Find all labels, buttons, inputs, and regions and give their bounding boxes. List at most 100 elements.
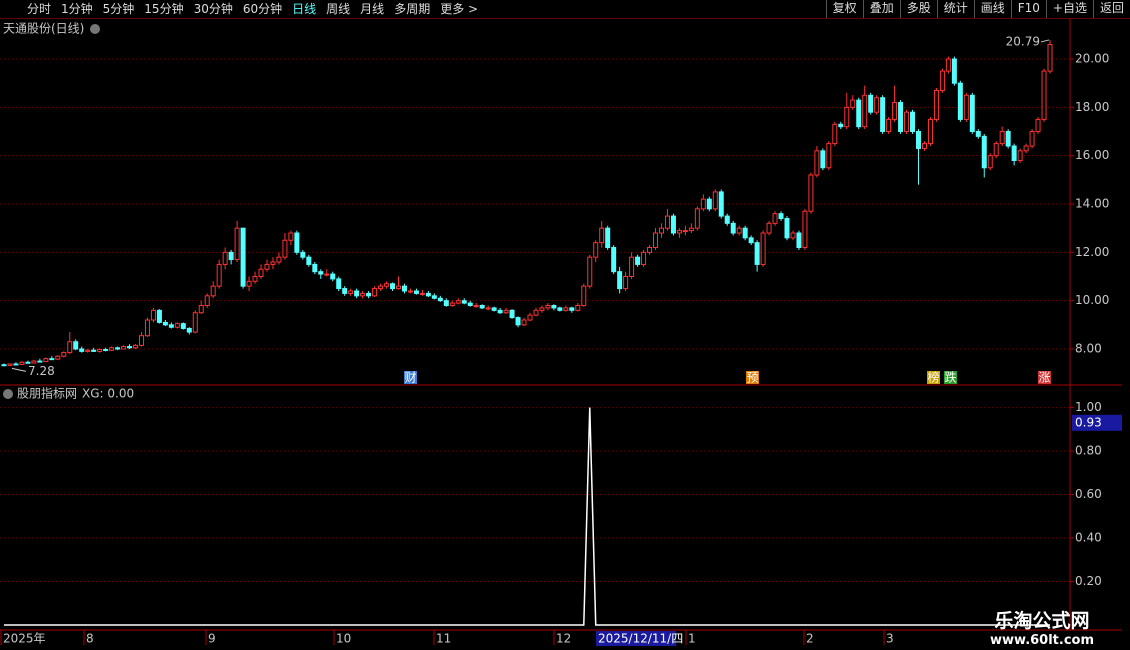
candle-body xyxy=(969,94,975,133)
candle-body xyxy=(240,227,246,287)
candle-body xyxy=(216,263,222,287)
candle-body xyxy=(682,230,688,233)
candle-body xyxy=(246,280,252,287)
candle-body xyxy=(844,106,850,128)
candle-body xyxy=(539,307,545,311)
marker-box xyxy=(927,371,940,384)
marker-box xyxy=(746,371,759,384)
marker-box xyxy=(944,371,957,384)
y-tick-label: 0.40 xyxy=(1075,531,1102,545)
candle-body xyxy=(623,276,629,290)
candle-body xyxy=(25,361,31,364)
marker-label: 财 xyxy=(404,371,416,385)
candle-body xyxy=(748,237,754,244)
candle-body xyxy=(138,335,144,346)
candle-body xyxy=(635,256,641,265)
y-tick-label: 1.00 xyxy=(1075,400,1102,414)
period-tab[interactable]: 更多 > xyxy=(440,2,479,16)
marker-box xyxy=(1038,371,1051,384)
tool-button[interactable]: 多股 xyxy=(899,0,937,18)
candle-body xyxy=(324,273,330,276)
title-icon xyxy=(90,24,100,34)
candle-body xyxy=(581,285,587,306)
candle-body xyxy=(366,292,372,297)
candle-body xyxy=(1,364,7,367)
tool-button[interactable]: 返回 xyxy=(1092,0,1130,18)
period-tab[interactable]: 30分钟 xyxy=(193,2,233,16)
candle-body xyxy=(802,210,808,249)
y-tick-label: 20.00 xyxy=(1075,52,1109,66)
indicator-readout: XG: 0.00 xyxy=(82,387,134,401)
period-tab[interactable]: 15分钟 xyxy=(144,2,184,16)
candle-body xyxy=(276,256,282,263)
candle-body xyxy=(790,232,796,239)
tool-button[interactable]: F10 xyxy=(1010,0,1046,18)
candle-body xyxy=(563,307,569,311)
candle-body xyxy=(886,118,892,133)
y-tick-label: 14.00 xyxy=(1075,197,1109,211)
candle-body xyxy=(957,82,963,120)
candle-body xyxy=(927,118,933,145)
candle-body xyxy=(79,348,85,352)
candle-body xyxy=(503,309,509,314)
period-tab[interactable]: 多周期 xyxy=(394,2,431,16)
candle-body xyxy=(892,102,898,120)
candle-body xyxy=(174,323,180,328)
period-tab[interactable]: 日线 xyxy=(292,2,317,16)
indicator-line xyxy=(4,407,1050,626)
candle-body xyxy=(527,314,533,321)
candle-body xyxy=(975,131,981,137)
candle-body xyxy=(204,295,210,306)
candle-body xyxy=(384,283,390,287)
min-label: 7.28 xyxy=(28,364,55,378)
candle-body xyxy=(868,94,874,113)
period-tab[interactable]: 60分钟 xyxy=(242,2,283,16)
candle-body xyxy=(127,346,133,349)
candle-body xyxy=(688,227,694,232)
y-tick-label: 16.00 xyxy=(1075,148,1109,162)
candle-body xyxy=(1041,70,1047,120)
candle-body xyxy=(318,271,324,275)
candle-body xyxy=(109,347,115,351)
candle-body xyxy=(874,97,880,113)
date-label: 12 xyxy=(556,632,571,646)
tool-button[interactable]: 叠加 xyxy=(862,0,900,18)
y-tick-label: 0.20 xyxy=(1075,574,1102,588)
candle-body xyxy=(796,232,802,249)
period-tab[interactable]: 1分钟 xyxy=(61,2,93,16)
candle-body xyxy=(390,283,396,290)
candle-body xyxy=(933,89,939,120)
candle-body xyxy=(300,251,306,258)
period-tab[interactable]: 5分钟 xyxy=(102,2,135,16)
period-tab[interactable]: 分时 xyxy=(27,2,52,16)
candle-body xyxy=(270,261,276,265)
tool-button[interactable]: 画线 xyxy=(973,0,1011,18)
candle-body xyxy=(234,227,240,261)
candle-body xyxy=(647,247,653,253)
candle-body xyxy=(730,222,736,234)
tool-button[interactable]: +自选 xyxy=(1045,0,1093,18)
y-tick-label: 0.60 xyxy=(1075,487,1102,501)
tool-button[interactable]: 复权 xyxy=(825,0,863,18)
tool-button[interactable]: 统计 xyxy=(936,0,974,18)
candle-body xyxy=(963,94,969,120)
period-tab[interactable]: 月线 xyxy=(360,2,385,16)
date-label: 2 xyxy=(806,632,814,646)
candle-body xyxy=(676,230,682,234)
candle-body xyxy=(150,309,156,321)
cursor-date: 2025/12/11/四 xyxy=(598,632,683,646)
candle-body xyxy=(999,131,1005,145)
candle-body xyxy=(605,227,611,249)
candle-body xyxy=(784,218,790,239)
candle-body xyxy=(37,360,43,363)
period-tab[interactable]: 周线 xyxy=(326,2,351,16)
candle-body xyxy=(258,268,264,278)
toolbar: 分时 1分钟 5分钟 15分钟 30分钟 60分钟 日线 周线 月线 多周期 更多 > 复权 叠加 多股统… xyxy=(0,0,1130,19)
candle-body xyxy=(19,361,25,365)
candle-body xyxy=(533,309,539,316)
candle-body xyxy=(97,348,103,352)
candle-body xyxy=(360,292,366,297)
candle-body xyxy=(718,191,724,217)
tool-buttons: 复权 叠加 多股 统计 画线 F10 +自选 返回 xyxy=(825,0,1130,18)
watermark-url: www.60lt.com xyxy=(990,633,1095,648)
